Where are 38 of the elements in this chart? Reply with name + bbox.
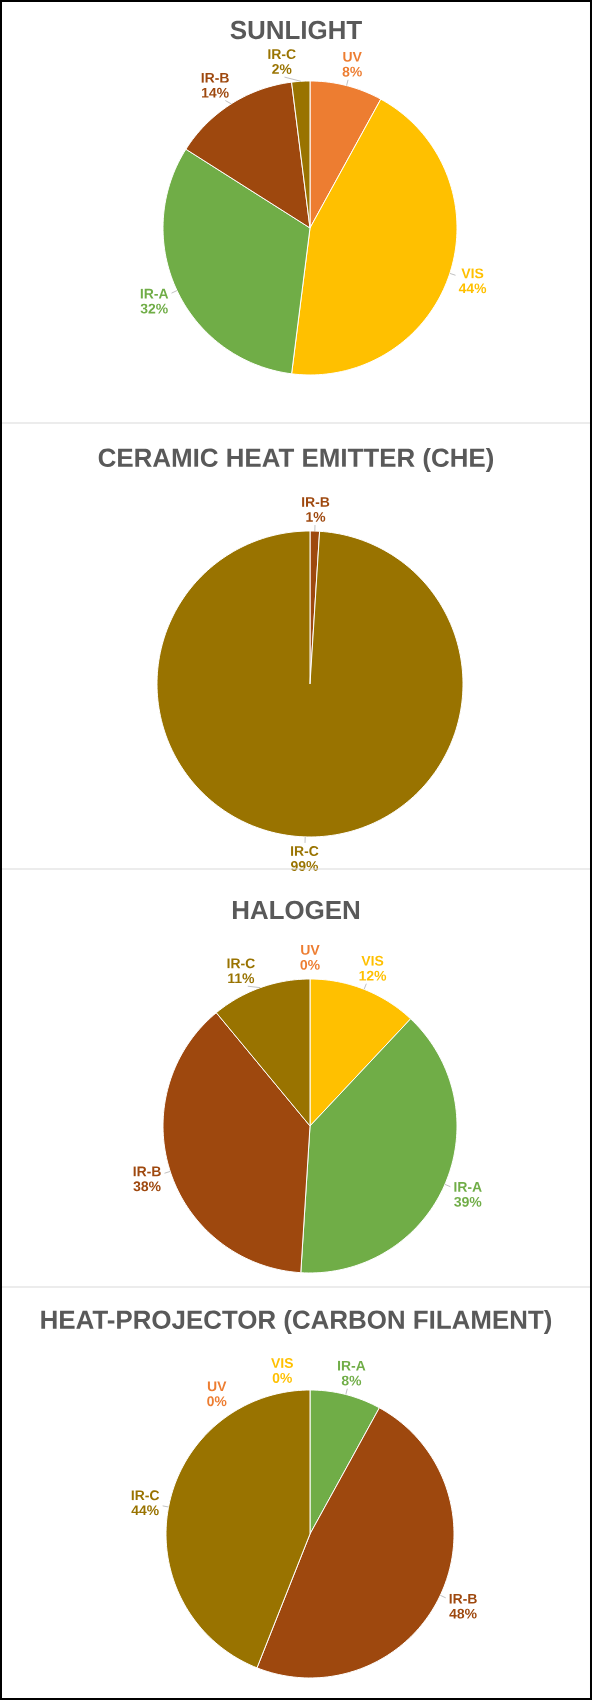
text: 0% xyxy=(272,1373,292,1383)
slice-label: IR-B xyxy=(133,1166,161,1177)
slice-label: IR-C xyxy=(131,1490,160,1501)
slice-label: IR-A xyxy=(338,1360,366,1371)
data-label: 8% xyxy=(342,66,362,77)
data-label: 39% xyxy=(454,1196,482,1207)
slice-label: IR-B xyxy=(449,1593,477,1604)
data-label: 1% xyxy=(306,512,326,522)
slice-label: VIS xyxy=(461,268,484,279)
text: 0% xyxy=(300,959,320,970)
chart-title: SUNLIGHT xyxy=(230,20,362,40)
slice-label: IR-A xyxy=(454,1182,482,1192)
slice-label: IR-B xyxy=(201,73,229,83)
slice-label: IR-A xyxy=(140,288,169,299)
data-label: 99% xyxy=(290,861,319,871)
category-label: UV xyxy=(301,945,320,955)
chart-title: HALOGEN xyxy=(232,900,360,920)
data-label: 14% xyxy=(202,87,229,98)
data-label: 38% xyxy=(133,1181,161,1192)
data-label: 11% xyxy=(228,973,255,984)
data-label: 32% xyxy=(140,303,168,314)
chart-title: CERAMIC HEAT EMITTER (CHE) xyxy=(98,447,494,473)
category-label: UV xyxy=(207,1381,227,1392)
category-label: VIS xyxy=(271,1358,293,1368)
slice-label: IR-B xyxy=(302,497,330,507)
chart-title: HEAT-PROJECTOR (CARBON FILAMENT) xyxy=(41,1309,552,1335)
data-label: 44% xyxy=(131,1505,159,1516)
slice-label: IR-C xyxy=(291,846,319,856)
text: 0% xyxy=(207,1396,227,1407)
data-label: 48% xyxy=(449,1608,477,1619)
slice-label: VIS xyxy=(361,955,384,966)
slice-label: IR-C xyxy=(227,958,255,969)
data-label: 12% xyxy=(359,970,387,981)
slice-label: UV xyxy=(343,51,362,62)
data-label: 2% xyxy=(272,64,292,74)
data-label: 8% xyxy=(341,1375,362,1386)
slice-label: IR-C xyxy=(268,49,296,60)
data-label: 44% xyxy=(458,283,487,294)
